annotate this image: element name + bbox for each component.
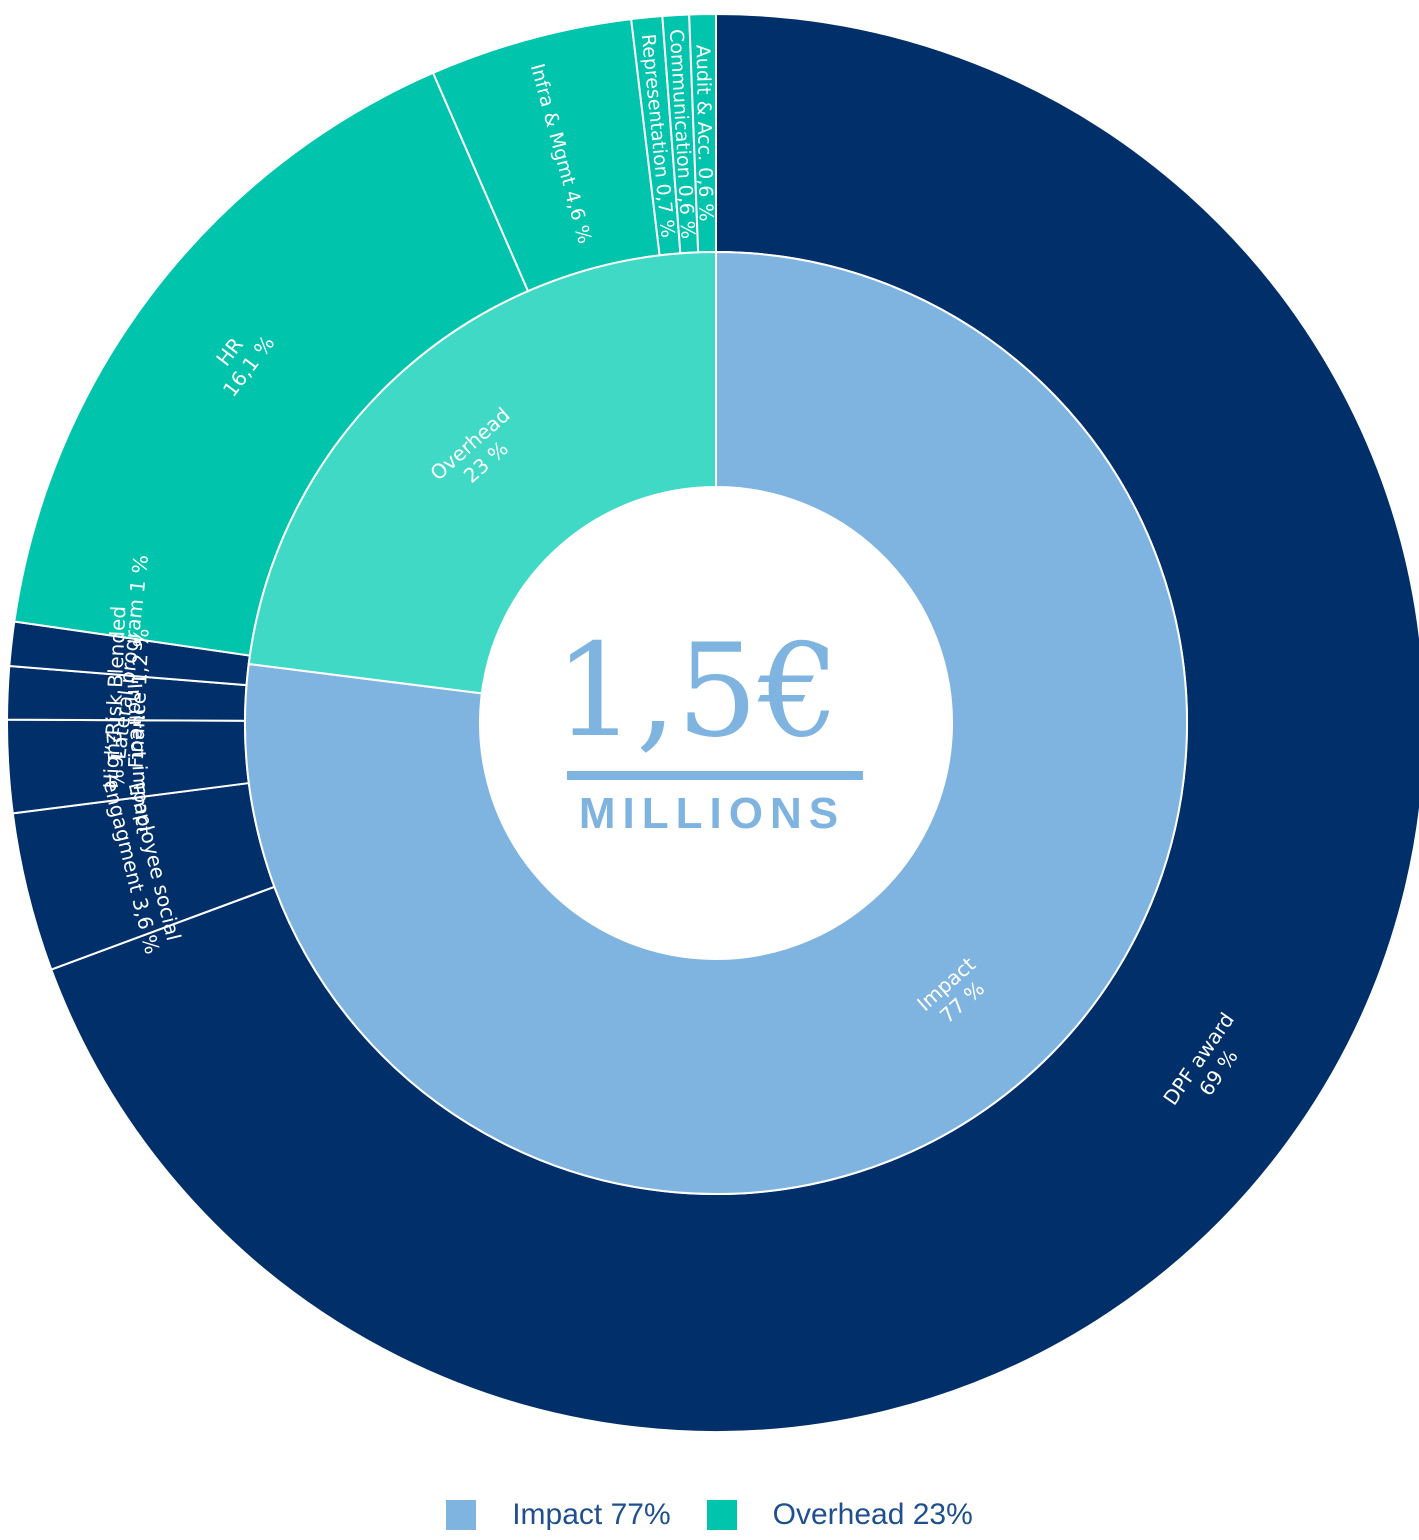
inner-ring — [244, 250, 1188, 1195]
inner-segment-impact — [244, 250, 1188, 1195]
legend-item-overhead: Overhead 23% — [706, 1498, 973, 1532]
outer-label-audit-acc: Audit & Acc. 0,6 % — [692, 45, 717, 222]
chart-legend: Impact 77% Overhead 23% — [0, 1490, 1419, 1540]
center-hole — [480, 487, 952, 959]
legend-swatch-overhead — [706, 1500, 737, 1530]
legend-label-overhead: Overhead 23% — [772, 1498, 973, 1531]
legend-item-impact: Impact 77% — [446, 1498, 671, 1532]
center-divider — [567, 771, 863, 780]
legend-label-impact: Impact 77% — [512, 1498, 671, 1531]
center-unit: MILLIONS — [579, 789, 845, 838]
center-value: 1,5€ — [555, 617, 840, 766]
sunburst-chart: DPF award69 %Employee socialengagment 3,… — [6, 12, 1419, 1433]
outer-ring — [6, 12, 1419, 1433]
legend-swatch-impact — [446, 1500, 477, 1530]
